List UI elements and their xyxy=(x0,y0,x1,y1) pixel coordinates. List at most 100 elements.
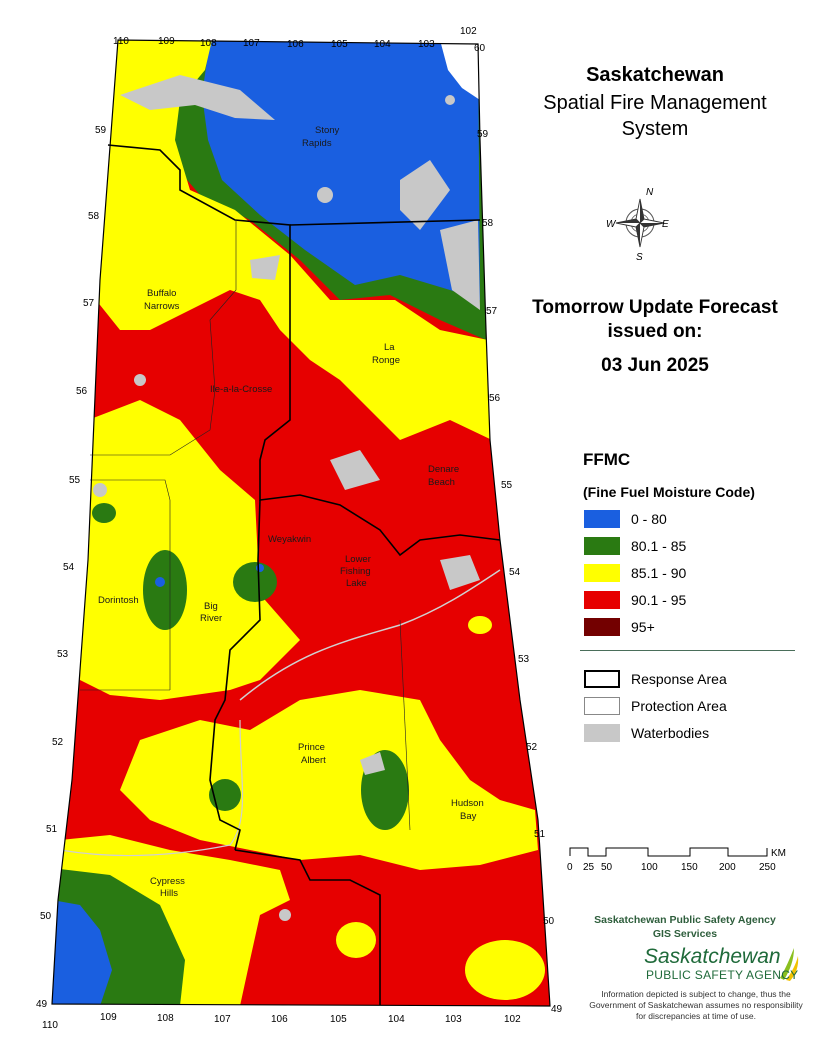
svg-text:56: 56 xyxy=(76,386,88,397)
waterbodies xyxy=(93,75,480,921)
svg-text:57: 57 xyxy=(486,306,498,317)
svg-text:100: 100 xyxy=(641,862,658,873)
agency-credit: Saskatchewan Public Safety Agency GIS Se… xyxy=(594,914,776,940)
svg-text:49: 49 xyxy=(551,1004,563,1015)
place-prince-albert-2: Albert xyxy=(301,755,326,766)
svg-text:107: 107 xyxy=(214,1014,231,1025)
place-prince-albert: Prince xyxy=(298,742,325,753)
svg-text:200: 200 xyxy=(719,862,736,873)
svg-text:25: 25 xyxy=(583,862,595,873)
zone-blue-southwest xyxy=(52,900,112,1006)
province-outline xyxy=(51,39,551,1007)
legend-item-waterbodies: Waterbodies xyxy=(584,723,709,743)
place-ile-a-la-crosse: Ile-a-la-Crosse xyxy=(210,384,272,395)
psa-logo-icon xyxy=(780,948,799,981)
svg-text:105: 105 xyxy=(331,39,348,50)
svg-text:52: 52 xyxy=(52,737,64,748)
place-denare-beach-2: Beach xyxy=(428,477,455,488)
legend-swatch-yellow xyxy=(584,564,620,582)
legend-subtitle: (Fine Fuel Moisture Code) xyxy=(583,484,755,500)
zone-yellow-spot-2 xyxy=(465,940,545,1000)
svg-text:110: 110 xyxy=(113,36,129,47)
zone-blue-north xyxy=(202,40,480,300)
svg-text:59: 59 xyxy=(95,125,107,136)
svg-text:109: 109 xyxy=(100,1012,117,1023)
legend-item-protection-area: Protection Area xyxy=(584,696,727,716)
longitude-labels-top: 110 109 108 107 106 105 104 103 102 xyxy=(113,26,477,50)
place-buffalo-narrows: Buffalo xyxy=(147,288,176,299)
svg-text:59: 59 xyxy=(477,129,489,140)
svg-text:108: 108 xyxy=(200,38,217,49)
disclaimer: Information depicted is subject to chang… xyxy=(589,989,803,1021)
place-lower-fishing-lake: Lower xyxy=(345,554,371,565)
legend-item-80-85: 80.1 - 85 xyxy=(584,536,686,556)
svg-text:50: 50 xyxy=(40,911,52,922)
legend-swatch-response xyxy=(584,670,620,688)
legend-swatch-green xyxy=(584,537,620,555)
svg-text:51: 51 xyxy=(46,824,58,835)
svg-text:106: 106 xyxy=(287,39,304,50)
legend-item-85-90: 85.1 - 90 xyxy=(584,563,686,583)
place-lower-fishing-lake-2: Fishing xyxy=(340,566,371,577)
place-la-ronge: La xyxy=(384,342,395,353)
compass-rose-icon: N S E W xyxy=(606,187,669,263)
logo-tagline: PUBLIC SAFETY AGENCY xyxy=(646,968,799,982)
response-areas xyxy=(107,144,501,1005)
zone-green-west xyxy=(92,503,116,523)
zone-green-small xyxy=(209,779,241,811)
svg-text:107: 107 xyxy=(243,38,260,49)
place-weyakwin: Weyakwin xyxy=(268,534,311,545)
legend-swatch-blue xyxy=(584,510,620,528)
legend-swatch-protection xyxy=(584,697,620,715)
legend-item-response-area: Response Area xyxy=(584,669,727,689)
svg-text:103: 103 xyxy=(445,1014,462,1025)
legend-item-90-95: 90.1 - 95 xyxy=(584,590,686,610)
svg-text:N: N xyxy=(646,187,654,198)
svg-text:110: 110 xyxy=(42,1020,58,1031)
legend-title: FFMC xyxy=(583,450,631,469)
svg-text:55: 55 xyxy=(501,480,513,491)
place-dorintosh: Dorintosh xyxy=(98,595,139,606)
svg-text:250: 250 xyxy=(759,862,776,873)
svg-text:104: 104 xyxy=(374,39,391,50)
legend-item-95-plus: 95+ xyxy=(584,617,655,637)
scale-bar: 0 25 50 100 150 200 250 KM xyxy=(567,847,786,873)
protection-areas xyxy=(80,220,411,831)
svg-text:KM: KM xyxy=(771,848,786,859)
svg-text:109: 109 xyxy=(158,36,175,47)
svg-text:108: 108 xyxy=(157,1013,174,1024)
svg-text:W: W xyxy=(606,219,617,230)
place-big-river-2: River xyxy=(200,613,222,624)
svg-text:60: 60 xyxy=(474,43,486,54)
legend-swatch-darkred xyxy=(584,618,620,636)
svg-text:0: 0 xyxy=(567,862,573,873)
place-stony-rapids: Stony xyxy=(315,125,340,136)
svg-text:105: 105 xyxy=(330,1014,347,1025)
zone-nodata xyxy=(440,40,480,100)
svg-text:58: 58 xyxy=(482,218,494,229)
zone-yellow-spot-3 xyxy=(468,616,492,634)
svg-text:51: 51 xyxy=(534,829,546,840)
place-stony-rapids-2: Rapids xyxy=(302,138,332,149)
svg-text:106: 106 xyxy=(271,1014,288,1025)
place-hudson-bay: Hudson xyxy=(451,798,484,809)
place-lower-fishing-lake-3: Lake xyxy=(346,578,367,589)
svg-text:102: 102 xyxy=(504,1014,521,1025)
svg-text:53: 53 xyxy=(518,654,530,665)
forecast-heading: Tomorrow Update Forecast issued on: xyxy=(532,297,778,342)
place-labels: Stony Rapids Buffalo Narrows La Ronge Il… xyxy=(98,125,484,899)
river-south xyxy=(59,719,244,857)
legend-swatch-water xyxy=(584,724,620,742)
zone-green-dorintosh xyxy=(143,550,187,630)
place-denare-beach: Denare xyxy=(428,464,459,475)
map-subtitle: Spatial Fire Management System xyxy=(543,92,767,140)
svg-text:150: 150 xyxy=(681,862,698,873)
svg-text:56: 56 xyxy=(489,393,501,404)
svg-text:50: 50 xyxy=(543,916,555,927)
svg-text:57: 57 xyxy=(83,298,95,309)
svg-text:53: 53 xyxy=(57,649,69,660)
latitude-labels: 60 59 59 58 58 57 57 56 56 55 55 54 54 5… xyxy=(36,43,563,1015)
place-buffalo-narrows-2: Narrows xyxy=(144,301,180,312)
svg-text:55: 55 xyxy=(69,475,81,486)
zone-yellow-central xyxy=(120,690,538,870)
